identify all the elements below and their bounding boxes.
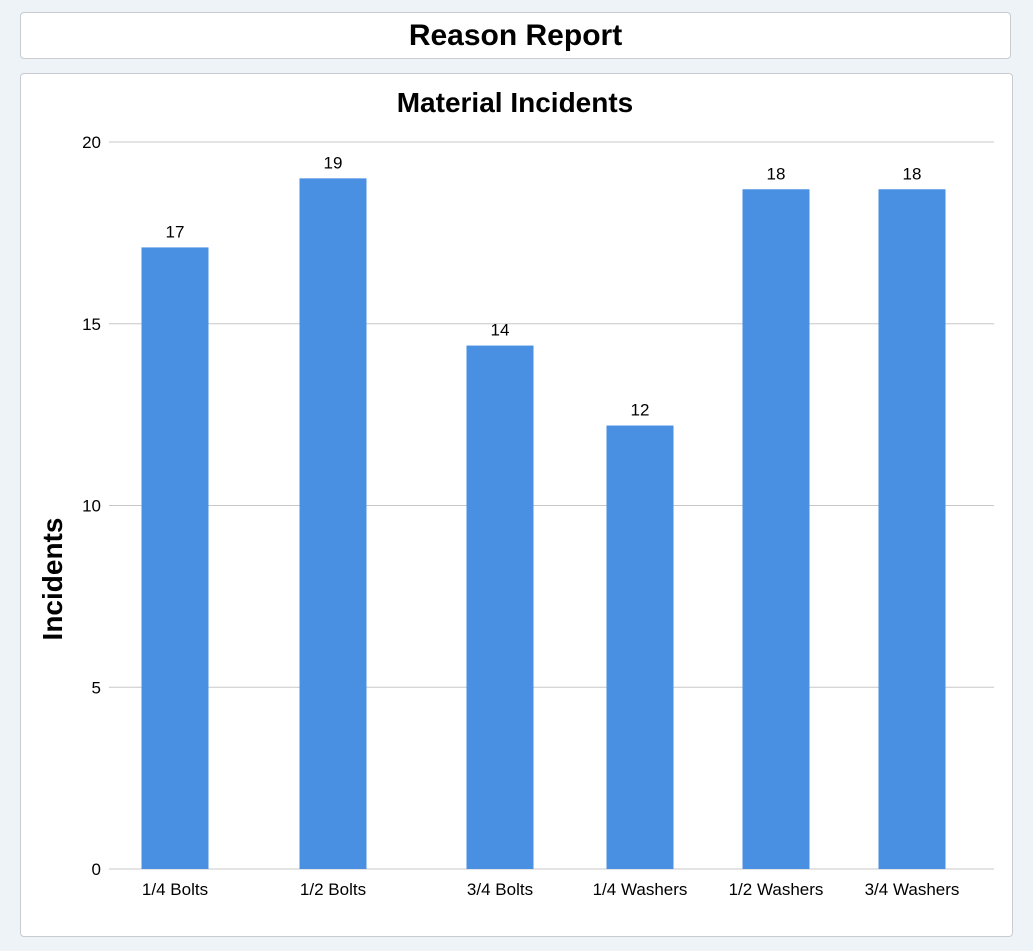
data-label: 17	[166, 222, 185, 241]
x-tick-label: 1/4 Bolts	[142, 880, 208, 899]
report-header: Reason Report	[20, 12, 1011, 59]
bar[interactable]	[299, 178, 367, 870]
data-label: 19	[324, 153, 343, 172]
y-tick-label: 10	[82, 497, 101, 516]
y-axis-label: Incidents	[37, 518, 68, 641]
x-tick-label: 1/4 Washers	[593, 880, 688, 899]
x-tick-label: 1/2 Washers	[729, 880, 824, 899]
chart-title: Material Incidents	[397, 87, 634, 118]
bar[interactable]	[466, 345, 534, 869]
bar[interactable]	[606, 425, 674, 869]
chart-panel: Material Incidents Incidents 0 5 10 15 20 17…	[20, 73, 1013, 937]
bar[interactable]	[742, 189, 810, 869]
grid-lines	[109, 141, 994, 870]
data-label: 12	[631, 401, 650, 420]
x-axis-ticks: 1/4 Bolts 1/2 Bolts 3/4 Bolts 1/4 Washers 1/…	[142, 880, 959, 899]
y-axis-ticks: 0 5 10 15 20	[82, 133, 101, 879]
bar[interactable]	[878, 189, 946, 869]
y-tick-label: 5	[92, 678, 101, 697]
data-labels: 17 19 14 12 18 18	[166, 153, 922, 419]
data-label: 18	[767, 164, 786, 183]
bar-chart: Material Incidents Incidents 0 5 10 15 20 17…	[37, 87, 994, 899]
bars	[141, 178, 946, 870]
y-tick-label: 0	[92, 860, 101, 879]
x-tick-label: 1/2 Bolts	[300, 880, 366, 899]
report-title: Reason Report	[408, 18, 623, 52]
x-tick-label: 3/4 Washers	[865, 880, 960, 899]
y-tick-label: 20	[82, 133, 101, 152]
x-tick-label: 3/4 Bolts	[467, 880, 533, 899]
data-label: 14	[491, 321, 510, 340]
y-tick-label: 15	[82, 315, 101, 334]
data-label: 18	[903, 164, 922, 183]
bar[interactable]	[141, 247, 209, 870]
